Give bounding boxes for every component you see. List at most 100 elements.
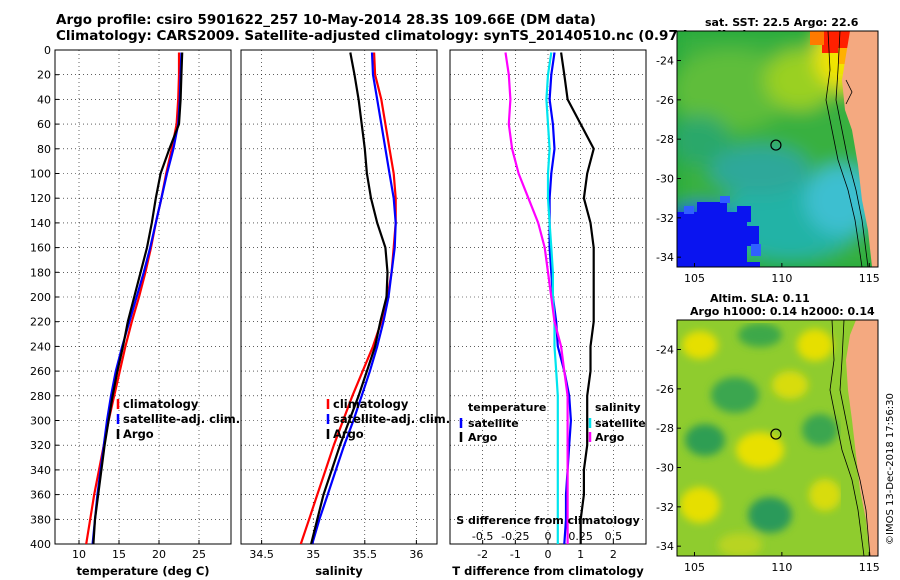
- legend-label: Argo: [333, 427, 364, 441]
- map-y-tick-label: -32: [656, 212, 674, 225]
- series-line: [91, 52, 183, 544]
- map-x-tick-label: 105: [684, 272, 705, 285]
- salinity-panel: 34.5 35 35.5 36 salinity climatologysatellite…: [240, 49, 450, 578]
- sla-map: [677, 320, 878, 556]
- map-x-tick-label: 115: [859, 561, 880, 574]
- axes-frame: [240, 49, 438, 545]
- sst-argo-marker: [770, 139, 782, 151]
- s-diff-axis-label: S difference from climatology: [456, 514, 640, 527]
- sst-warm-patch: [822, 31, 852, 53]
- y-tick-label: 0: [44, 44, 51, 57]
- legend-header: temperature: [468, 401, 546, 414]
- sla-argo-marker: [770, 428, 782, 440]
- map-y-tick-label: -26: [656, 94, 674, 107]
- legend-label: Argo: [595, 431, 625, 444]
- sla-land: [846, 320, 878, 556]
- legend-header: salinity: [595, 401, 641, 414]
- x-tick-label: -2: [477, 548, 488, 561]
- map-y-tick-label: -34: [656, 251, 674, 264]
- axes-frame: [449, 49, 647, 545]
- map-y-tick-label: -30: [656, 173, 674, 186]
- x-tick-label: 10: [72, 548, 86, 561]
- y-tick-label: 20: [37, 69, 51, 82]
- y-tick-label: 360: [30, 489, 51, 502]
- map-x-tick-label: 110: [771, 561, 792, 574]
- s-diff-tick-label: -0.5: [472, 530, 493, 543]
- legend-label: satellite: [595, 417, 646, 430]
- sst-map: [677, 31, 878, 267]
- legend-label: Argo: [123, 427, 154, 441]
- series-line: [545, 52, 559, 544]
- legend-label: satellite-adj. clim.: [333, 412, 450, 426]
- y-tick-label: 80: [37, 143, 51, 156]
- y-tick-label: 140: [30, 217, 51, 230]
- s-diff-tick-label: 0: [545, 530, 552, 543]
- y-tick-label: 220: [30, 316, 51, 329]
- x-tick-label: 15: [112, 548, 126, 561]
- series-line: [311, 52, 397, 544]
- y-tick-label: 100: [30, 168, 51, 181]
- y-tick-label: 400: [30, 538, 51, 551]
- x-tick-label: 0: [545, 548, 552, 561]
- map-y-tick-label: -28: [656, 422, 674, 435]
- x-axis-label: salinity: [315, 564, 363, 578]
- sst-cold-patch: [677, 202, 760, 267]
- x-axis-label: temperature (deg C): [76, 564, 209, 578]
- axes-frame: [54, 49, 232, 545]
- map-y-tick-label: -34: [656, 540, 674, 553]
- title-line-1: Argo profile: csiro 5901622_257 10-May-2…: [56, 12, 596, 28]
- legend-label: satellite-adj. clim.: [123, 412, 240, 426]
- map-y-tick-label: -30: [656, 462, 674, 475]
- title-line-2: Climatology: CARS2009. Satellite-adjuste…: [56, 28, 749, 44]
- sst-map-frame: [676, 30, 879, 268]
- sla-map-subtitle: Argo h1000: 0.14 h2000: 0.14: [690, 305, 875, 318]
- y-tick-label: 280: [30, 390, 51, 403]
- y-tick-label: 40: [37, 93, 51, 106]
- x-tick-label: 2: [610, 548, 617, 561]
- y-tick-label: 300: [30, 415, 51, 428]
- x-tick-label: 36: [409, 548, 423, 561]
- series-line: [310, 52, 389, 544]
- s-diff-tick-label: 0.25: [568, 530, 593, 543]
- y-tick-label: 200: [30, 291, 51, 304]
- legend-label: climatology: [123, 397, 199, 411]
- sla-map-axes: 105 110 115 -24 -26 -28 -30 -32 -34: [656, 344, 880, 575]
- map-x-tick-label: 115: [859, 272, 880, 285]
- y-tick-label: 180: [30, 266, 51, 279]
- x-tick-label: 34.5: [249, 548, 274, 561]
- y-tick-label: 60: [37, 118, 51, 131]
- legend-label: climatology: [333, 397, 409, 411]
- map-x-tick-label: 105: [684, 561, 705, 574]
- map-y-tick-label: -24: [656, 344, 674, 357]
- map-x-tick-label: 110: [771, 272, 792, 285]
- map-y-tick-label: -32: [656, 501, 674, 514]
- legend-label: satellite: [468, 417, 519, 430]
- y-tick-label: 240: [30, 340, 51, 353]
- imos-credit: ©IMOS 13-Dec-2018 17:56:30: [885, 393, 896, 545]
- sla-map-frame: [676, 319, 879, 557]
- s-diff-tick-label: 0.5: [605, 530, 623, 543]
- x-tick-label: 1: [577, 548, 584, 561]
- y-tick-label: 320: [30, 439, 51, 452]
- y-tick-label: 260: [30, 365, 51, 378]
- x-tick-label: -1: [510, 548, 521, 561]
- x-axis-label: T difference from climatology: [452, 564, 644, 578]
- series-line: [504, 52, 569, 544]
- series-line: [92, 52, 184, 544]
- sst-map-axes: 105 110 115 -24 -26 -28 -30 -32 -34: [656, 55, 880, 286]
- map-y-tick-label: -28: [656, 133, 674, 146]
- x-tick-label: 35: [306, 548, 320, 561]
- difference-panel: -2 -1 0 1 2 T difference from climatology temp…: [449, 49, 647, 578]
- x-tick-label: 35.5: [353, 548, 378, 561]
- y-tick-label: 340: [30, 464, 51, 477]
- sst-map-title: sat. SST: 22.5 Argo: 22.6: [705, 16, 859, 29]
- y-tick-label: 120: [30, 192, 51, 205]
- legend-label: Argo: [468, 431, 498, 444]
- map-y-tick-label: -26: [656, 383, 674, 396]
- s-diff-tick-label: -0.25: [501, 530, 529, 543]
- y-tick-label: 160: [30, 242, 51, 255]
- x-tick-label: 25: [192, 548, 206, 561]
- map-y-tick-label: -24: [656, 55, 674, 68]
- x-tick-label: 20: [152, 548, 166, 561]
